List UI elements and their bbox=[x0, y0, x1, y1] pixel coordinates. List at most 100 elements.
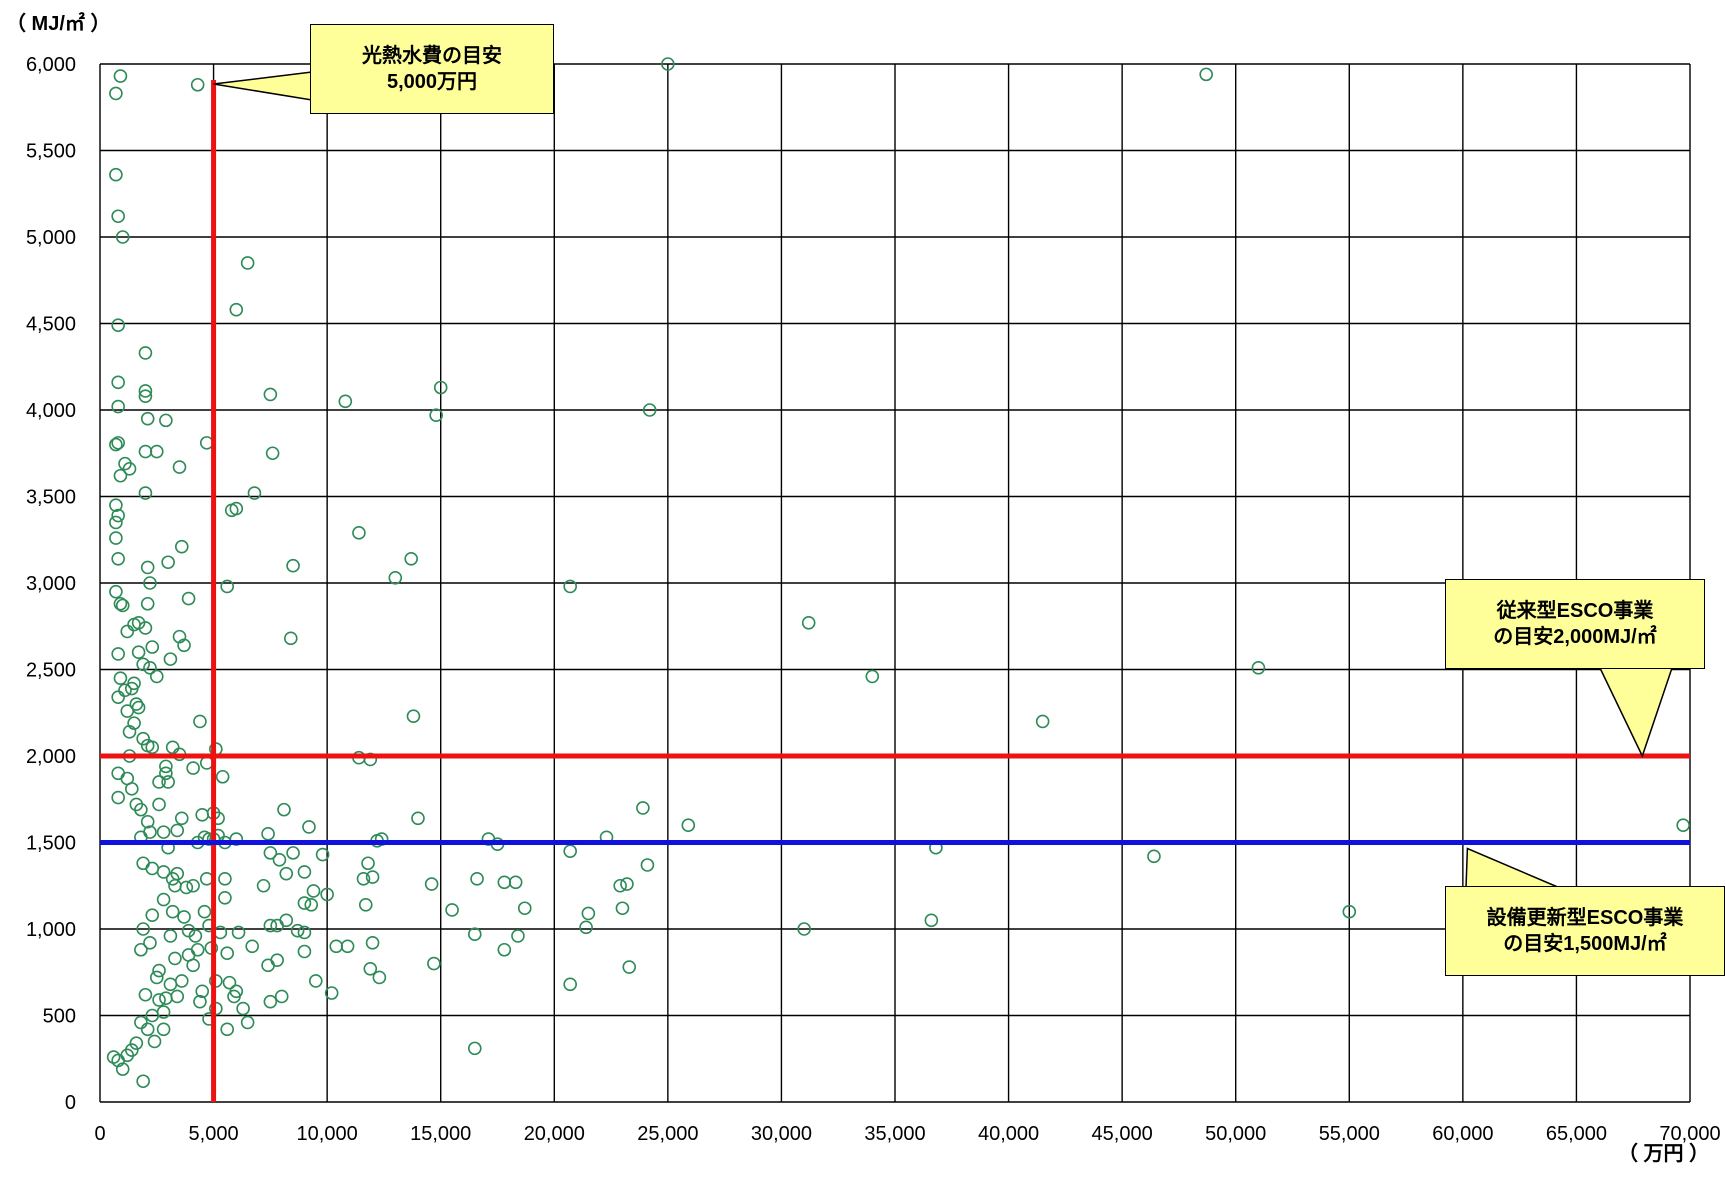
data-point bbox=[159, 766, 173, 781]
data-point bbox=[140, 1022, 155, 1037]
x-tick-label: 5,000 bbox=[189, 1123, 239, 1145]
data-point bbox=[109, 167, 123, 182]
conventional-esco-callout: 従来型ESCO事業 の目安2,000MJ/㎡ bbox=[1445, 579, 1705, 669]
data-point bbox=[338, 394, 353, 409]
data-point bbox=[681, 818, 696, 833]
data-point bbox=[356, 872, 371, 886]
data-point bbox=[140, 596, 155, 611]
data-point bbox=[109, 437, 123, 452]
data-point bbox=[245, 939, 259, 954]
data-point bbox=[213, 925, 228, 940]
data-point bbox=[218, 872, 232, 886]
data-point bbox=[363, 752, 378, 767]
data-point bbox=[470, 872, 484, 886]
data-point bbox=[152, 797, 166, 812]
data-point bbox=[256, 878, 271, 893]
y-tick-label: 2,500 bbox=[26, 660, 76, 682]
x-tick-label: 20,000 bbox=[524, 1123, 585, 1145]
data-point bbox=[429, 408, 443, 422]
x-tick-label: 30,000 bbox=[751, 1123, 812, 1145]
y-tick-label: 5,500 bbox=[26, 141, 76, 163]
x-tick-label: 0 bbox=[94, 1123, 105, 1145]
x-axis-unit-label: （ 万円 ） bbox=[1618, 1142, 1709, 1165]
data-point bbox=[181, 948, 196, 962]
data-point bbox=[138, 389, 153, 403]
data-point bbox=[563, 977, 577, 992]
data-point bbox=[247, 486, 262, 500]
data-point bbox=[320, 887, 334, 902]
data-point bbox=[340, 939, 355, 954]
x-tick-label: 55,000 bbox=[1319, 1123, 1380, 1145]
data-point bbox=[581, 906, 596, 921]
data-point bbox=[1676, 818, 1690, 833]
utility-cost-callout-line1: 光熱水費の目安 bbox=[362, 45, 502, 67]
data-point bbox=[467, 927, 482, 941]
data-point bbox=[274, 989, 289, 1004]
data-point bbox=[240, 1015, 255, 1030]
data-point bbox=[236, 1001, 250, 1016]
data-point bbox=[181, 591, 196, 606]
data-point bbox=[615, 901, 630, 916]
y-tick-label: 5,000 bbox=[26, 227, 76, 249]
data-point bbox=[134, 802, 148, 817]
data-point bbox=[497, 942, 512, 957]
data-point bbox=[127, 676, 141, 691]
data-point bbox=[122, 462, 137, 476]
data-point bbox=[136, 657, 150, 672]
data-point bbox=[1035, 714, 1050, 729]
data-point bbox=[159, 991, 173, 1006]
data-point bbox=[277, 802, 291, 817]
data-point bbox=[163, 652, 178, 666]
data-point bbox=[120, 1048, 135, 1063]
x-axis-ticks: 0 5,000 10,000 15,000 20,000 25,000 30,000 35,0… bbox=[94, 1123, 1720, 1145]
data-point bbox=[308, 974, 323, 988]
data-point bbox=[156, 1022, 171, 1037]
data-point bbox=[240, 256, 255, 270]
data-point bbox=[190, 77, 205, 92]
data-point bbox=[1251, 660, 1266, 675]
data-point bbox=[306, 884, 321, 898]
data-point bbox=[661, 57, 675, 71]
data-point bbox=[113, 596, 128, 611]
data-point bbox=[156, 825, 171, 839]
data-point bbox=[622, 960, 637, 974]
utility-cost-callout: 光熱水費の目安 5,000万円 bbox=[310, 24, 554, 114]
data-point bbox=[613, 878, 627, 893]
data-point bbox=[165, 904, 180, 919]
data-point bbox=[222, 975, 237, 990]
x-tick-label: 45,000 bbox=[1092, 1123, 1153, 1145]
data-point bbox=[140, 560, 155, 575]
data-point bbox=[270, 953, 284, 967]
data-point bbox=[174, 974, 189, 988]
data-point bbox=[220, 946, 234, 961]
utility-cost-callout-pointer bbox=[213, 71, 313, 101]
data-point bbox=[113, 671, 128, 685]
data-point bbox=[179, 880, 194, 895]
data-point bbox=[149, 669, 164, 684]
data-point bbox=[111, 508, 125, 523]
y-tick-label: 1,000 bbox=[26, 919, 76, 941]
data-point bbox=[159, 759, 173, 774]
data-point bbox=[109, 531, 123, 545]
data-point bbox=[801, 615, 816, 630]
data-point bbox=[265, 446, 280, 461]
data-point bbox=[427, 956, 441, 971]
data-point bbox=[304, 897, 319, 912]
data-point bbox=[109, 515, 123, 530]
data-point bbox=[111, 690, 125, 704]
data-point bbox=[190, 942, 205, 957]
data-point bbox=[111, 318, 125, 333]
data-point bbox=[361, 856, 375, 871]
data-point bbox=[122, 724, 137, 739]
data-point bbox=[168, 951, 182, 966]
data-point bbox=[297, 896, 312, 910]
data-point bbox=[149, 444, 164, 459]
data-point bbox=[113, 69, 128, 83]
data-point bbox=[220, 579, 234, 594]
x-tick-label: 15,000 bbox=[410, 1123, 471, 1145]
data-point bbox=[111, 399, 125, 414]
data-point bbox=[279, 866, 294, 881]
data-point bbox=[111, 209, 125, 224]
data-point bbox=[145, 640, 160, 654]
data-point bbox=[363, 961, 378, 976]
